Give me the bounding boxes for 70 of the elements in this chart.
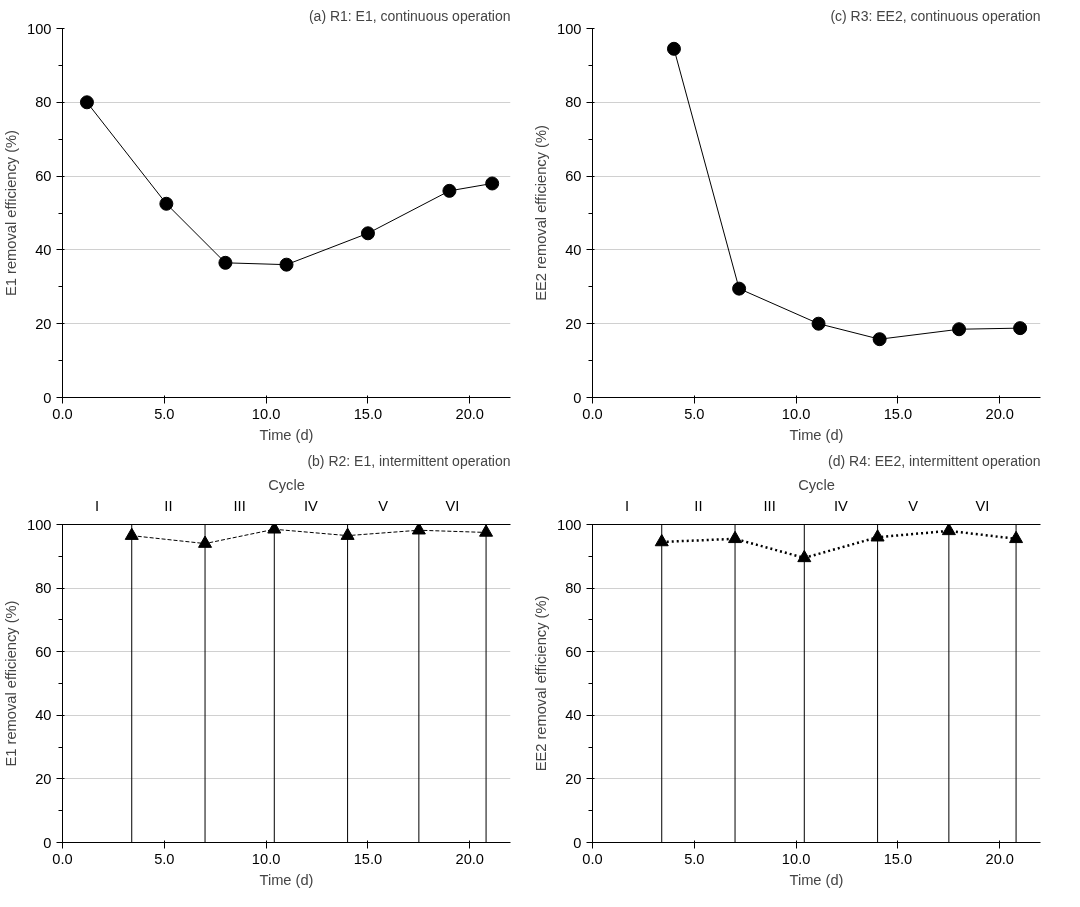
text: III (763, 497, 776, 514)
text: IV (304, 497, 319, 514)
y-tick-label: 80 (35, 94, 52, 111)
text: I (625, 497, 630, 514)
x-tick-label: 0.0 (582, 850, 603, 867)
x-tick-label: 10.0 (781, 850, 811, 867)
x-tick-label: 0.0 (582, 405, 603, 422)
x-tick-label: 15.0 (883, 850, 913, 867)
y-tick-label: 80 (565, 94, 582, 111)
x-tick-label: 5.0 (154, 405, 175, 422)
text: V (908, 497, 919, 514)
text: IV (834, 497, 849, 514)
y-tick-label: 0 (573, 834, 582, 851)
x-tick-label: 5.0 (684, 850, 705, 867)
y-axis-title: E1 removal efficiency (%) (3, 130, 20, 296)
x-axis-title: Time (d) (789, 426, 844, 443)
y-tick-label: 100 (27, 516, 52, 533)
y-tick-label: 20 (565, 315, 582, 332)
x-axis-title: Time (d) (259, 871, 314, 888)
x-tick-label: 15.0 (883, 405, 913, 422)
chart-title: (c) R3: EE2, continuous operation (830, 7, 1041, 24)
y-tick-label: 60 (35, 168, 52, 185)
y-tick-label: 40 (35, 241, 52, 258)
y-tick-label: 100 (27, 20, 52, 37)
y-axis-title: EE2 removal efficiency (%) (533, 125, 550, 301)
y-tick-label: 0 (43, 389, 52, 406)
text: Cycle (798, 476, 835, 493)
text: III (233, 497, 246, 514)
x-tick-label: 20.0 (985, 405, 1015, 422)
text: II (164, 497, 173, 514)
text: VI (445, 497, 460, 514)
y-tick-label: 0 (573, 389, 582, 406)
chart-title: (d) R4: EE2, intermittent operation (828, 452, 1041, 469)
x-tick-label: 20.0 (985, 850, 1015, 867)
x-axis-title: Time (d) (789, 871, 844, 888)
y-tick-label: 20 (565, 770, 582, 787)
x-tick-label: 15.0 (353, 405, 383, 422)
y-axis-title: EE2 removal efficiency (%) (533, 595, 550, 772)
x-tick-label: 10.0 (251, 405, 281, 422)
x-tick-label: 20.0 (455, 850, 485, 867)
y-tick-label: 20 (35, 770, 52, 787)
y-tick-label: 80 (35, 580, 52, 597)
y-tick-label: 100 (557, 20, 582, 37)
y-tick-label: 80 (565, 580, 582, 597)
chart-title: (a) R1: E1, continuous operation (308, 7, 511, 24)
text: I (95, 497, 100, 514)
x-tick-label: 5.0 (154, 850, 175, 867)
chart-title: (b) R2: E1, intermittent operation (307, 452, 511, 469)
y-tick-label: 40 (565, 707, 582, 724)
x-tick-label: 5.0 (684, 405, 705, 422)
y-tick-label: 40 (565, 241, 582, 258)
x-tick-label: 0.0 (52, 405, 73, 422)
x-tick-label: 0.0 (52, 850, 73, 867)
y-tick-label: 60 (565, 168, 582, 185)
y-tick-label: 100 (557, 516, 582, 533)
text: V (378, 497, 389, 514)
x-tick-label: 10.0 (251, 850, 281, 867)
x-tick-label: 20.0 (455, 405, 485, 422)
text: VI (975, 497, 990, 514)
text: II (694, 497, 703, 514)
y-tick-label: 60 (565, 643, 582, 660)
text: Cycle (268, 476, 305, 493)
x-tick-label: 10.0 (781, 405, 811, 422)
y-tick-label: 40 (35, 707, 52, 724)
x-tick-label: 15.0 (353, 850, 383, 867)
x-axis-title: Time (d) (259, 426, 314, 443)
y-tick-label: 20 (35, 315, 52, 332)
y-tick-label: 60 (35, 643, 52, 660)
y-axis-title: E1 removal efficiency (%) (3, 600, 20, 767)
y-tick-label: 0 (43, 834, 52, 851)
